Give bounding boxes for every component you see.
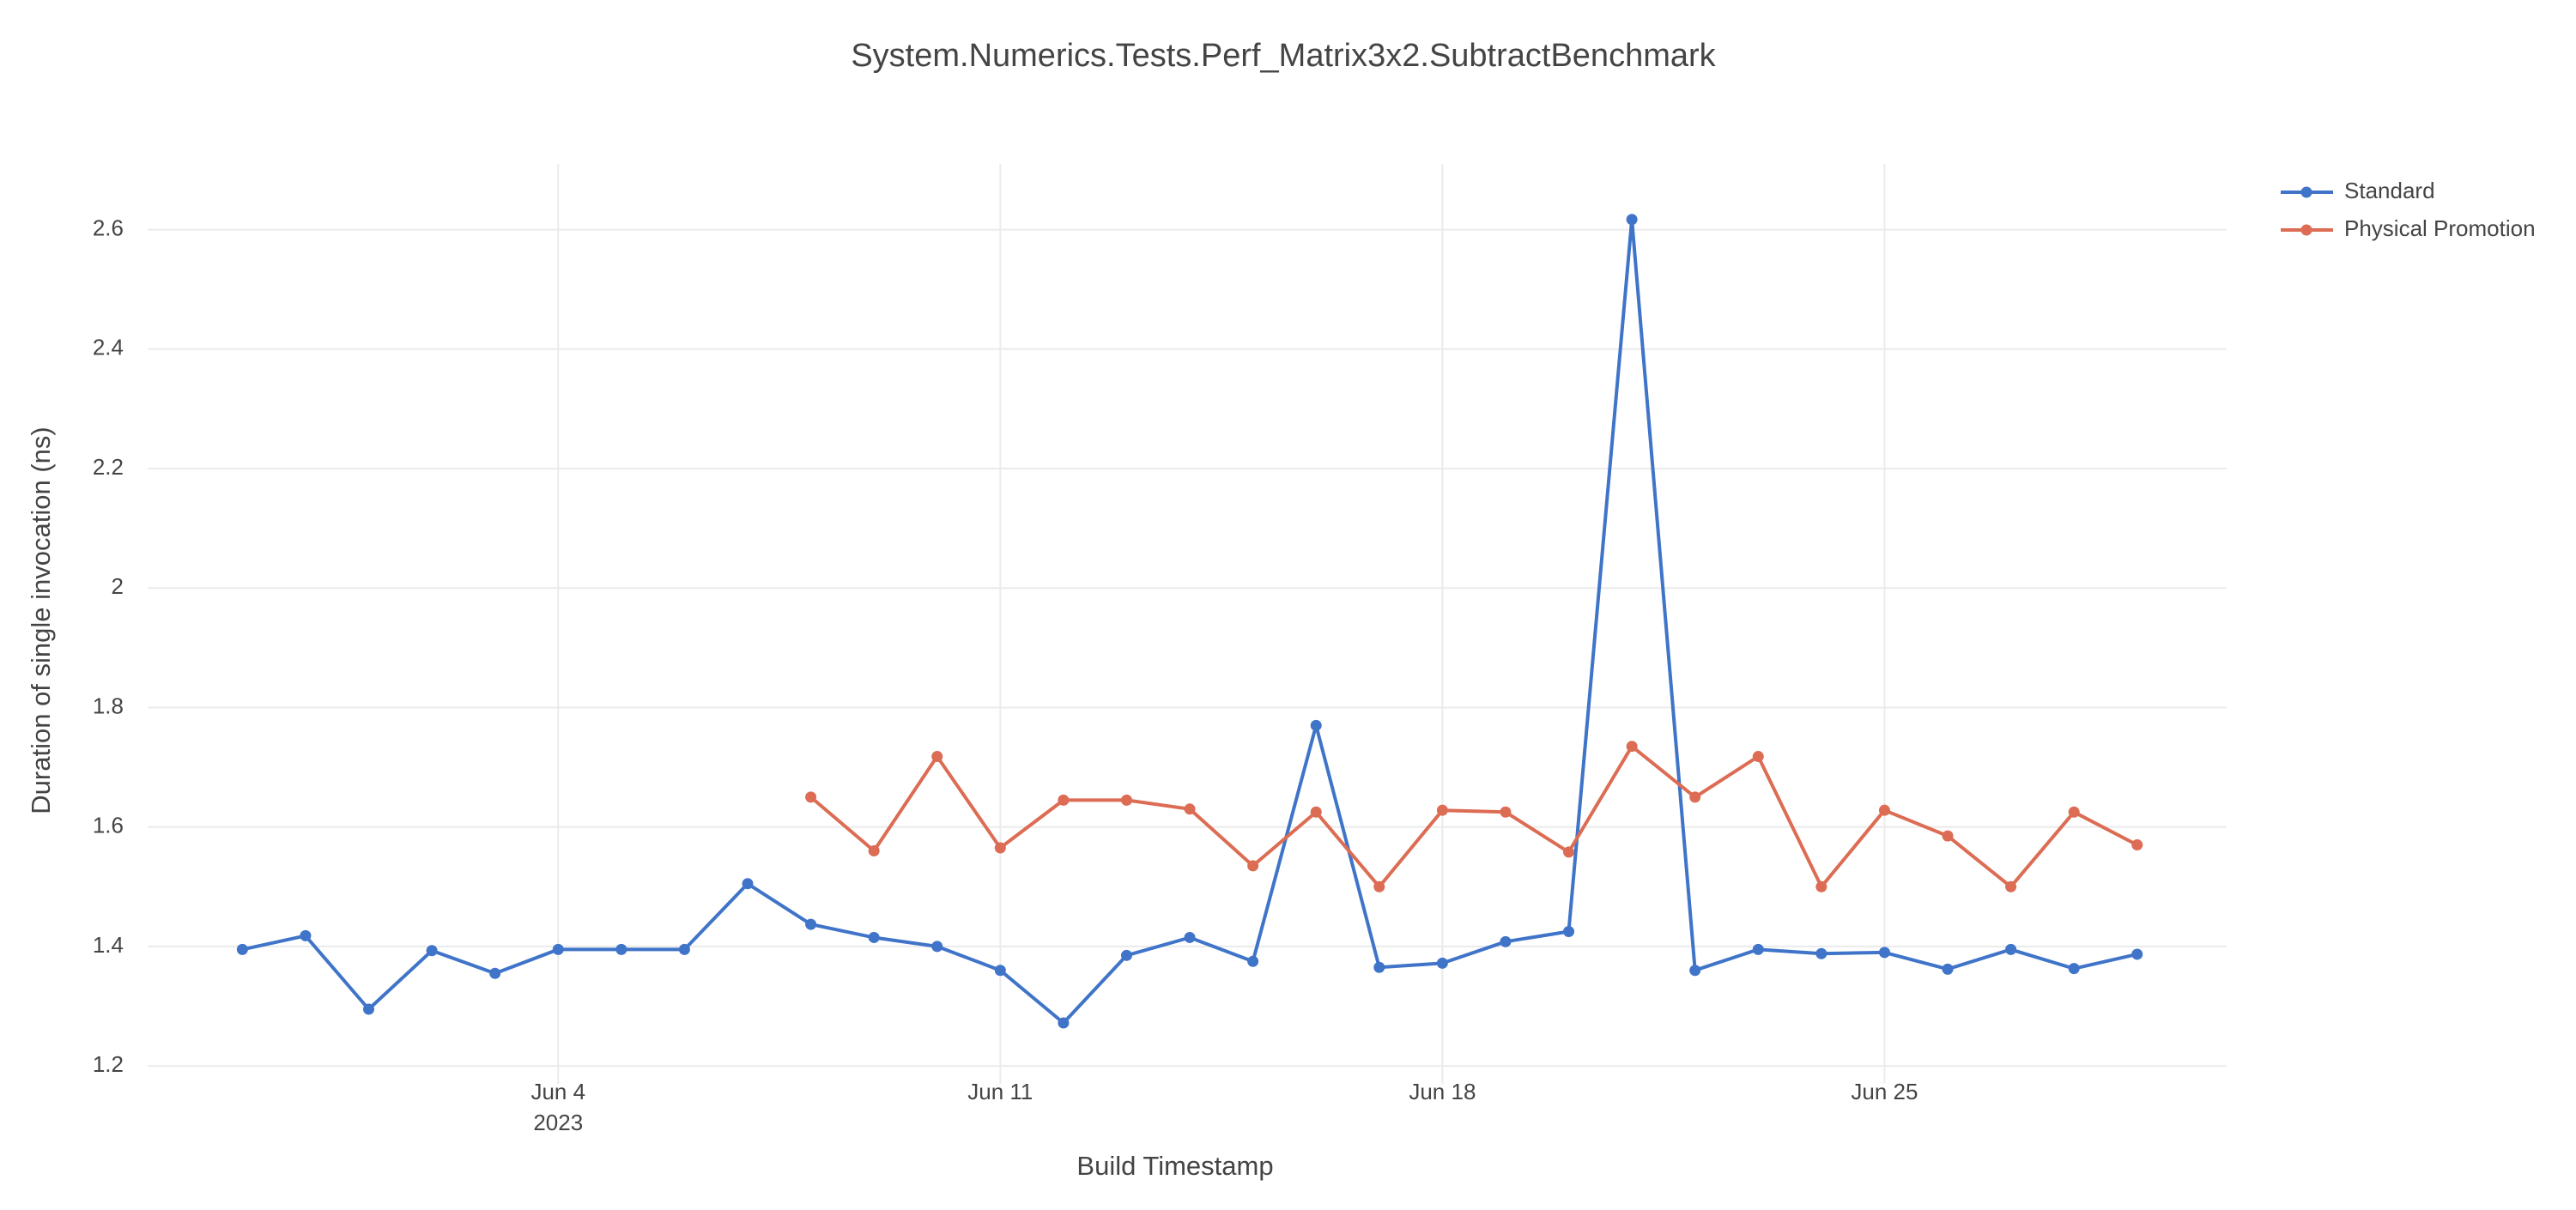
data-point (1247, 860, 1259, 872)
y-tick-label: 1.2 (93, 1051, 124, 1077)
data-point (1436, 957, 1448, 969)
data-point (1815, 880, 1827, 892)
legend-marker (2300, 224, 2312, 236)
data-point (2005, 943, 2017, 955)
data-point (1878, 947, 1890, 959)
data-point (1500, 935, 1512, 947)
data-point (1689, 965, 1701, 977)
data-point (1626, 741, 1638, 753)
data-point (1500, 806, 1512, 818)
grid: 1.2 1.4 1.6 1.8 2 2.2 2.4 2.6 Jun 4 2023 Jun 11 Jun… (93, 164, 2227, 1135)
data-point (1752, 751, 1764, 763)
legend-label: Physical Promotion (2344, 215, 2536, 241)
x-tick-year: 2023 (533, 1110, 583, 1135)
data-point (1436, 804, 1448, 816)
x-axis-title: Build Timestamp (1076, 1151, 1273, 1181)
data-point (1689, 791, 1701, 803)
data-point (236, 943, 248, 955)
y-tick-label: 2.4 (93, 335, 124, 360)
data-point (742, 878, 754, 890)
y-tick-label: 1.8 (93, 693, 124, 718)
data-point (489, 967, 501, 979)
data-point (2131, 839, 2143, 851)
x-tick-label: Jun 11 (967, 1079, 1033, 1104)
y-axis-title: Duration of single invocation (ns) (26, 427, 56, 814)
data-point (1247, 955, 1259, 967)
legend-item[interactable]: Standard (2281, 178, 2435, 203)
legend-item[interactable]: Physical Promotion (2281, 215, 2536, 241)
data-point (363, 1003, 375, 1015)
data-point (868, 931, 880, 943)
data-point (931, 751, 943, 763)
legend-marker (2300, 186, 2312, 198)
data-point (2131, 948, 2143, 960)
data-point (2068, 806, 2080, 818)
series-line (241, 217, 2138, 1025)
data-point (1058, 794, 1070, 806)
legend: Standard Physical Promotion (2281, 178, 2536, 241)
y-tick-label: 1.4 (93, 932, 124, 958)
data-point (1752, 943, 1764, 955)
y-tick-label: 2.6 (93, 215, 124, 240)
data-point (1373, 961, 1385, 973)
data-point (1184, 803, 1196, 815)
data-point (552, 943, 564, 955)
y-tick-label: 2 (112, 573, 124, 599)
data-point (1184, 931, 1196, 943)
data-point (615, 943, 627, 955)
y-tick-label: 1.6 (93, 813, 124, 838)
data-point (1310, 806, 1322, 818)
data-point (300, 929, 312, 941)
data-point (805, 791, 817, 803)
y-tick-label: 2.2 (93, 454, 124, 480)
data-point (1058, 1017, 1070, 1029)
data-point (868, 845, 880, 857)
data-point (1120, 794, 1132, 806)
data-point (805, 918, 817, 930)
data-point (1878, 804, 1890, 816)
data-point (931, 941, 943, 953)
data-point (1815, 947, 1827, 959)
data-point (426, 945, 438, 957)
data-point (994, 965, 1006, 977)
data-point (2068, 963, 2080, 975)
data-point (2005, 880, 2017, 892)
data-point (1626, 214, 1638, 226)
data-point (678, 943, 690, 955)
plot-area (236, 214, 2143, 1029)
data-point (1942, 963, 1954, 975)
x-tick-label: Jun 18 (1409, 1079, 1476, 1104)
x-tick-label: Jun 4 (530, 1079, 585, 1104)
data-point (1310, 719, 1322, 731)
data-point (1373, 880, 1385, 892)
data-point (1563, 846, 1575, 858)
data-point (1563, 925, 1575, 937)
data-point (994, 842, 1006, 854)
series-line (809, 744, 2138, 889)
data-point (1942, 830, 1954, 842)
x-tick-label: Jun 25 (1851, 1079, 1918, 1104)
chart-title: System.Numerics.Tests.Perf_Matrix3x2.Sub… (851, 38, 1716, 74)
data-point (1120, 949, 1132, 961)
legend-label: Standard (2344, 178, 2435, 203)
